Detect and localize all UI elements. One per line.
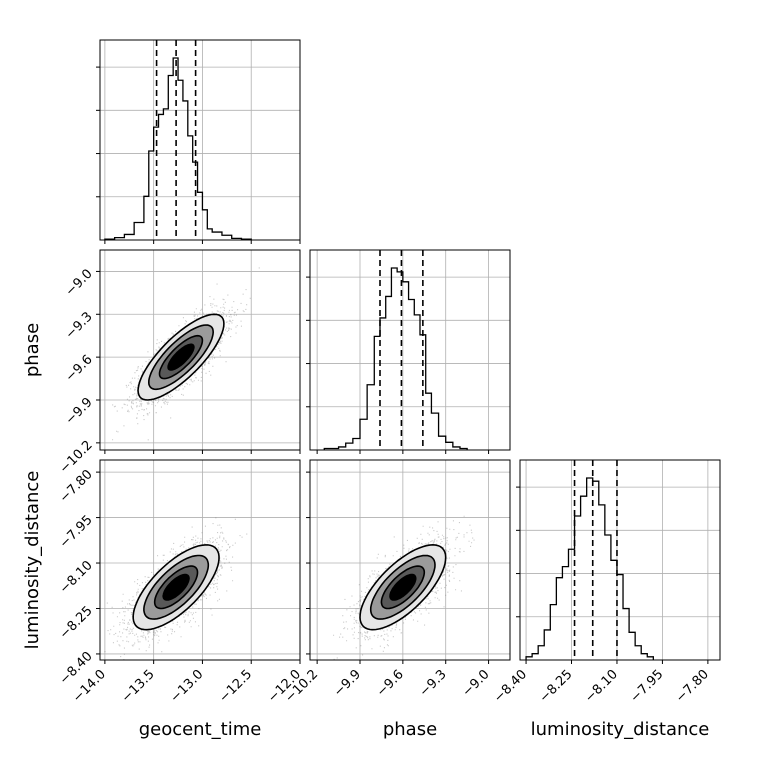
panel-phase-vs-luminosity_distance-frame: [309, 459, 511, 661]
panel-hist-phase-bg: [310, 250, 510, 450]
contour-line-phase-vs-luminosity_distance-2: [380, 565, 426, 610]
panel-hist-luminosity_distance-bg: [520, 460, 720, 660]
density-peak-geocent_time-vs-luminosity_distance: [172, 583, 181, 592]
panel-geocent_time-vs-phase-frame: [99, 249, 301, 451]
xlabel-phase: phase: [383, 719, 437, 740]
panel-hist-phase-frame: [309, 249, 511, 451]
contour-line-geocent_time-vs-phase-2: [158, 334, 204, 380]
xlabel-luminosity-distance: luminosity_distance: [531, 719, 710, 740]
contour-line-geocent_time-vs-phase-0: [137, 313, 225, 401]
ylabel-luminosity-distance: luminosity_distance: [22, 471, 43, 650]
histogram-phase: [323, 267, 468, 450]
histogram-luminosity_distance: [525, 477, 654, 660]
panel-hist-geocent_time-frame: [99, 39, 301, 241]
panel-hist-geocent_time-bg: [100, 40, 300, 240]
contour-line-geocent_time-vs-luminosity_distance-0: [132, 544, 220, 631]
ylabel-phase: phase: [22, 323, 43, 377]
panel-geocent_time-vs-luminosity_distance-frame: [99, 459, 301, 661]
panel-geocent_time-vs-phase-content: [112, 267, 260, 441]
contour-line-geocent_time-vs-luminosity_distance-1: [143, 554, 210, 620]
contour-line-geocent_time-vs-luminosity_distance-2: [153, 565, 199, 610]
contour-line-phase-vs-luminosity_distance-3: [389, 573, 417, 601]
histogram-geocent_time: [104, 57, 252, 240]
panel-geocent_time-vs-luminosity_distance-content: [104, 517, 248, 660]
contour-line-phase-vs-luminosity_distance-1: [369, 554, 436, 620]
contour-line-geocent_time-vs-luminosity_distance-3: [162, 573, 190, 601]
density-peak-geocent_time-vs-phase: [176, 353, 185, 362]
xlabel-geocent-time: geocent_time: [139, 719, 262, 740]
contour-line-phase-vs-luminosity_distance-0: [359, 543, 447, 631]
density-peak-phase-vs-luminosity_distance: [398, 583, 407, 592]
contour-line-geocent_time-vs-phase-3: [167, 343, 195, 371]
contour-line-geocent_time-vs-phase-1: [147, 324, 215, 391]
panel-phase-vs-luminosity_distance-content: [333, 515, 475, 660]
panel-hist-luminosity_distance-frame: [519, 459, 721, 661]
